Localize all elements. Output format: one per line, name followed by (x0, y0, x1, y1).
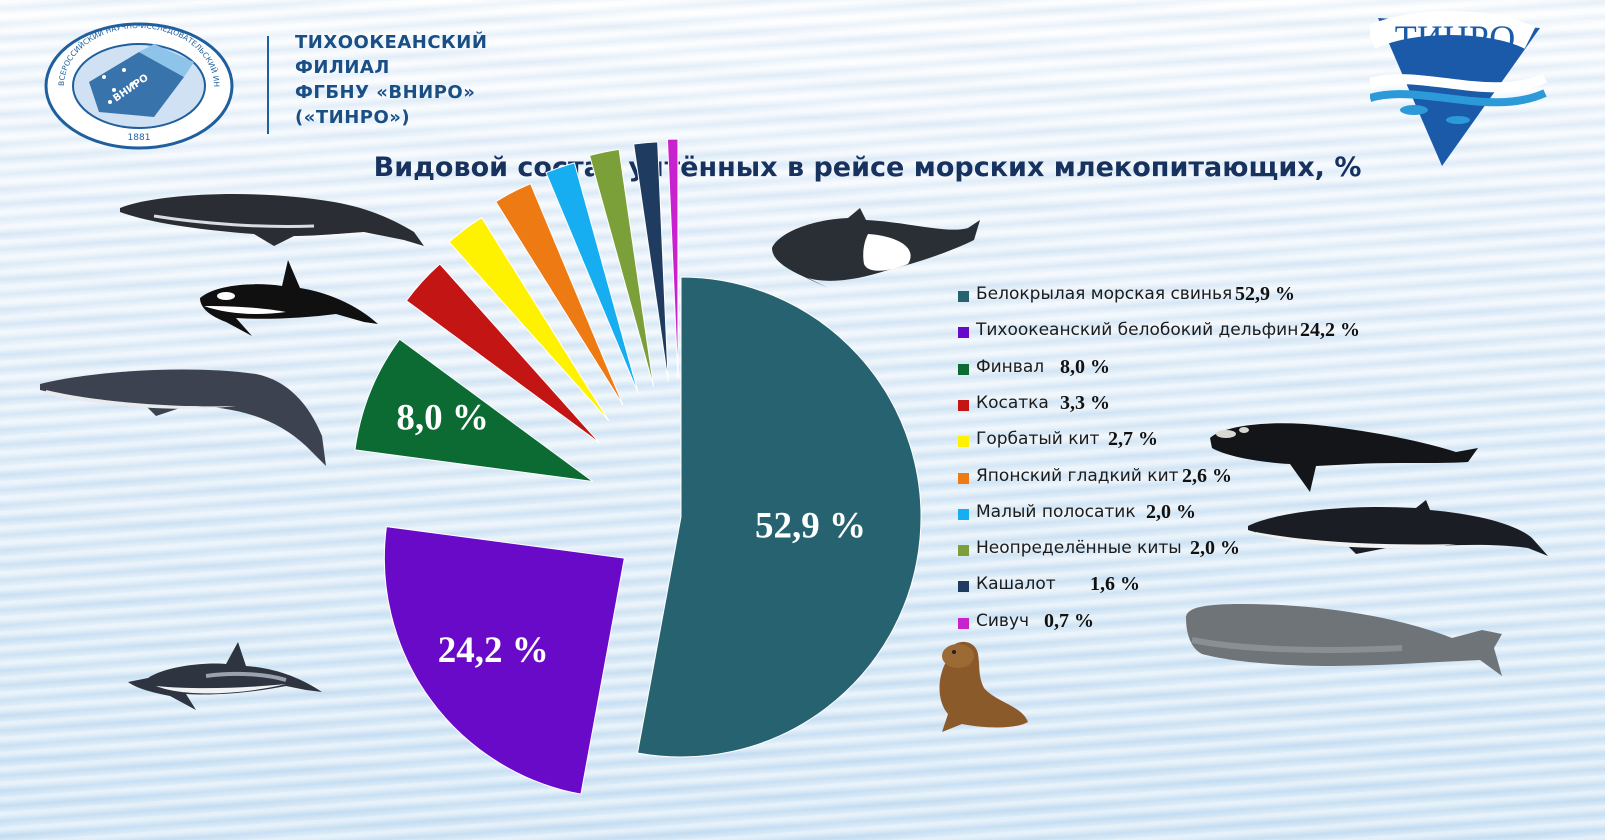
legend-label: Белокрылая морская свинья (976, 284, 1233, 304)
fin-whale-illustration (40, 369, 326, 466)
legend-swatch (958, 508, 969, 520)
orca-illustration (200, 260, 378, 336)
legend-label: Горбатый кит (976, 429, 1100, 450)
legend-label: Неопределённые киты (976, 538, 1182, 559)
legend-value: 2,6 % (1182, 464, 1232, 487)
legend-value: 3,3 % (1060, 391, 1110, 414)
legend-swatch (958, 399, 969, 411)
pie-slice (383, 526, 625, 795)
slice-value-label: 52,9 % (755, 505, 866, 546)
legend-value: 2,0 % (1190, 537, 1240, 560)
org-line: («ТИНРО») (295, 107, 411, 128)
legend-value: 0,7 % (1044, 609, 1094, 632)
pie-slice (666, 138, 679, 380)
tinro-logo-text: ТИНРО (1395, 18, 1515, 58)
legend-value: 52,9 % (1235, 283, 1295, 305)
org-line: ФГБНУ «ВНИРО» (295, 82, 476, 103)
pacific-white-sided-dolphin-illustration (128, 642, 322, 710)
pie-slice (545, 162, 639, 395)
legend-value: 2,7 % (1108, 428, 1158, 451)
legend-label: Косатка (976, 392, 1049, 413)
legend-swatch (958, 472, 969, 484)
pie-slice (448, 216, 610, 422)
legend-label: Финвал (976, 356, 1045, 377)
legend-swatch (958, 581, 969, 593)
tinro-logo: ТИНРО (1370, 11, 1548, 166)
legend-swatch (958, 363, 969, 375)
pie-slice (495, 182, 624, 406)
right-whale-illustration (1210, 423, 1478, 492)
pie-slice (636, 276, 922, 758)
legend-label: Малый полосатик (976, 501, 1136, 522)
pie-slice (588, 148, 655, 387)
legend-value: 1,6 % (1090, 573, 1140, 596)
legend-label: Тихоокеанский белобокий дельфин (976, 320, 1299, 341)
legend-swatch (958, 436, 969, 448)
legend-value: 8,0 % (1060, 355, 1110, 378)
legend-label: Японский гладкий кит (976, 465, 1179, 486)
organization-name: ТИХООКЕАНСКИЙ ФИЛИАЛ ФГБНУ «ВНИРО» («ТИН… (295, 30, 487, 130)
seal-year: 1881 (128, 133, 151, 143)
sperm-whale-illustration (1186, 604, 1502, 676)
legend-swatch (958, 291, 969, 302)
pie-slice (633, 141, 669, 382)
minke-whale-illustration (1248, 500, 1548, 556)
legend-value: 2,0 % (1146, 500, 1196, 523)
legend-swatch (958, 617, 969, 629)
slice-value-label: 8,0 % (396, 397, 489, 438)
pie-slice (405, 263, 601, 444)
steller-sea-lion-illustration (939, 641, 1028, 732)
org-line: ТИХООКЕАНСКИЙ (295, 32, 488, 53)
header-divider (267, 36, 269, 134)
humpback-whale-illustration (120, 194, 424, 246)
legend-value: 24,2 % (1300, 319, 1360, 342)
legend-swatch (958, 545, 969, 557)
org-line: ФИЛИАЛ (295, 57, 390, 78)
chart-title: Видовой состав учтённых в рейсе морских … (373, 152, 1362, 183)
legend-swatch (958, 327, 969, 339)
pie-slice (354, 338, 594, 482)
slice-value-label: 24,2 % (438, 630, 549, 671)
dalls-porpoise-illustration (772, 208, 980, 288)
vniro-seal-logo: ВСЕРОССИЙСКИЙ НАУЧНО-ИССЛЕДОВАТЕЛЬСКИЙ И… (44, 22, 234, 150)
legend-label: Кашалот (976, 574, 1056, 595)
legend-label: Сивуч (976, 610, 1030, 631)
